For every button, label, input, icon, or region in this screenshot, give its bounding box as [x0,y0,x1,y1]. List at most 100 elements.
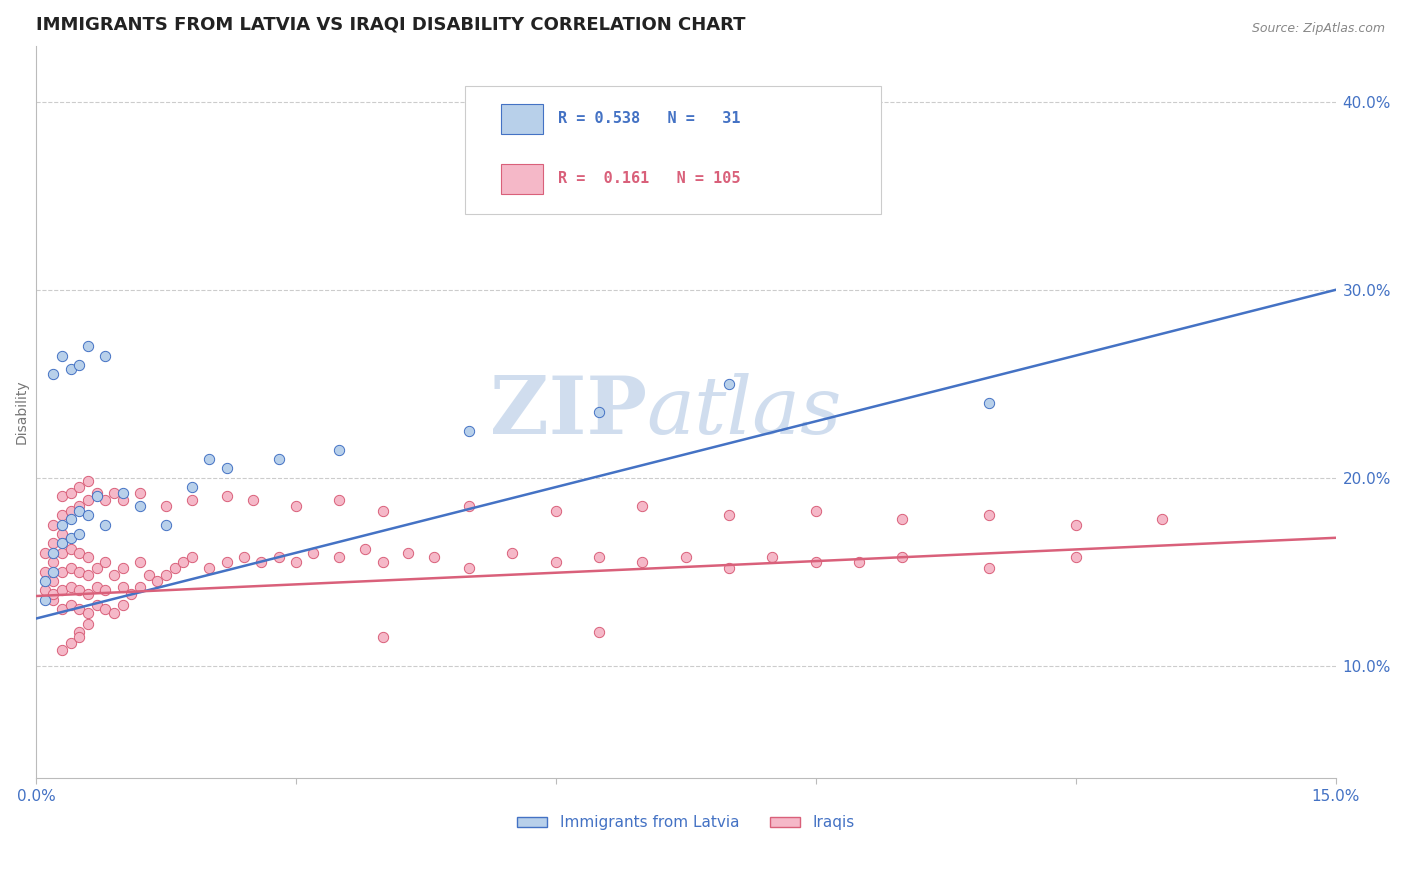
Y-axis label: Disability: Disability [15,380,30,444]
Point [51,546,73,560]
Point [180,480,202,494]
Point [86,580,108,594]
Point [111,561,134,575]
Point [42,536,65,550]
Point [67,358,90,372]
Point [1152,512,1174,526]
Point [77,568,100,582]
Point [371,631,394,645]
Legend: Immigrants from Latvia, Iraqis: Immigrants from Latvia, Iraqis [510,809,860,837]
Point [77,493,100,508]
Point [120,587,142,601]
Point [67,631,90,645]
Point [458,424,481,438]
Point [67,504,90,518]
Bar [501,164,543,194]
Point [51,536,73,550]
Point [77,549,100,564]
Point [138,568,160,582]
FancyBboxPatch shape [465,86,880,214]
Point [94,555,117,569]
Point [111,485,134,500]
Point [977,561,1000,575]
Point [718,508,741,523]
Point [86,599,108,613]
Point [94,349,117,363]
Point [180,549,202,564]
Point [59,361,82,376]
Point [544,555,567,569]
Point [51,527,73,541]
Point [129,499,152,513]
Point [354,542,377,557]
Text: Source: ZipAtlas.com: Source: ZipAtlas.com [1251,22,1385,36]
Point [155,568,177,582]
Point [67,480,90,494]
Point [86,490,108,504]
Point [588,549,610,564]
Point [51,583,73,598]
Point [284,555,307,569]
Point [59,542,82,557]
Point [675,549,697,564]
Point [34,546,56,560]
Point [232,549,254,564]
Point [42,546,65,560]
Point [77,508,100,523]
Point [146,574,169,588]
Point [77,339,100,353]
Point [198,451,221,466]
Point [267,451,290,466]
Point [129,555,152,569]
Point [718,561,741,575]
Point [588,405,610,419]
Point [103,606,125,620]
Point [59,512,82,526]
Point [51,508,73,523]
Point [761,549,783,564]
Point [67,583,90,598]
Point [250,555,273,569]
Point [328,493,350,508]
Point [371,555,394,569]
Point [423,549,446,564]
Point [215,490,238,504]
Point [67,527,90,541]
Point [155,517,177,532]
Point [51,602,73,616]
Point [67,602,90,616]
Point [94,602,117,616]
Point [77,606,100,620]
Point [59,485,82,500]
Point [371,504,394,518]
Point [86,485,108,500]
Point [155,499,177,513]
Point [284,499,307,513]
Point [42,574,65,588]
Point [111,599,134,613]
Point [94,517,117,532]
Point [848,555,870,569]
Point [111,493,134,508]
Point [1064,549,1087,564]
Point [501,546,523,560]
Point [215,555,238,569]
Point [42,592,65,607]
Point [718,376,741,391]
Point [77,617,100,632]
Point [977,395,1000,409]
Point [544,504,567,518]
Text: ZIP: ZIP [489,373,647,451]
Point [51,643,73,657]
Point [67,546,90,560]
Point [588,624,610,639]
Point [172,555,194,569]
Point [51,565,73,579]
Point [42,565,65,579]
Point [111,580,134,594]
Text: IMMIGRANTS FROM LATVIA VS IRAQI DISABILITY CORRELATION CHART: IMMIGRANTS FROM LATVIA VS IRAQI DISABILI… [37,15,745,33]
Point [129,485,152,500]
Point [59,531,82,545]
Point [804,555,827,569]
Point [398,546,420,560]
